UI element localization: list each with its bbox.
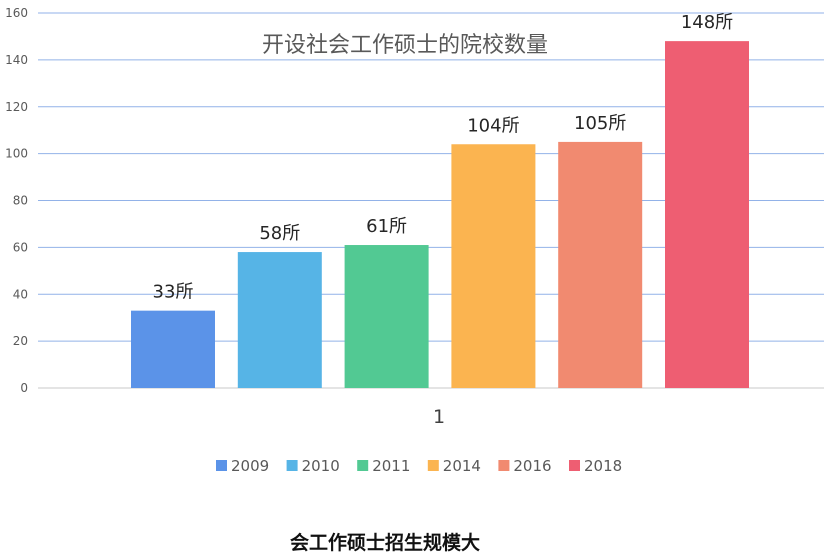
data-label-2009: 33所 bbox=[153, 282, 194, 303]
y-tick-label: 100 bbox=[5, 147, 28, 161]
legend-swatch-2011 bbox=[357, 460, 369, 471]
data-label-2016: 105所 bbox=[574, 113, 626, 134]
legend-label-2009: 2009 bbox=[231, 457, 269, 475]
x-category-label: 1 bbox=[433, 406, 445, 428]
bars bbox=[131, 41, 749, 388]
y-tick-label: 20 bbox=[13, 334, 28, 348]
y-tick-label: 140 bbox=[5, 53, 28, 67]
bar-2009 bbox=[131, 310, 215, 388]
y-tick-label: 80 bbox=[13, 194, 28, 208]
legend-swatch-2018 bbox=[569, 460, 580, 471]
data-label-2010: 58所 bbox=[259, 223, 300, 244]
y-axis-ticks: 0 20 40 60 80 100 120 140 160 bbox=[5, 6, 28, 395]
legend-swatch-2014 bbox=[427, 460, 439, 471]
y-tick-label: 160 bbox=[5, 6, 28, 20]
y-tick-label: 120 bbox=[5, 100, 28, 114]
y-tick-label: 40 bbox=[13, 287, 28, 301]
chart-title: 开设社会工作硕士的院校数量 bbox=[262, 33, 548, 58]
bar-2016 bbox=[558, 141, 643, 388]
legend-label-2018: 2018 bbox=[584, 457, 622, 475]
legend-label-2011: 2011 bbox=[372, 457, 410, 475]
data-label-2011: 61所 bbox=[366, 216, 407, 237]
legend-swatch-2010 bbox=[286, 460, 298, 471]
legend-label-2014: 2014 bbox=[443, 457, 481, 475]
data-labels: 33所 58所 61所 104所 105所 148所 bbox=[153, 12, 734, 303]
legend-swatch-2016 bbox=[498, 460, 510, 471]
legend: 2009 2010 2011 2014 2016 2018 bbox=[216, 457, 622, 475]
y-tick-label: 0 bbox=[20, 381, 28, 395]
legend-label-2016: 2016 bbox=[513, 457, 551, 475]
figure-caption: 会工作硕士招生规模大 bbox=[290, 531, 480, 554]
bar-2018 bbox=[665, 41, 749, 388]
bar-2011 bbox=[344, 245, 429, 388]
legend-swatch-2009 bbox=[216, 460, 227, 471]
data-label-2018: 148所 bbox=[681, 12, 733, 33]
y-tick-label: 60 bbox=[13, 240, 28, 254]
bar-2010 bbox=[237, 252, 322, 388]
data-label-2014: 104所 bbox=[467, 115, 519, 136]
legend-label-2010: 2010 bbox=[302, 457, 340, 475]
bar-2014 bbox=[451, 144, 536, 388]
